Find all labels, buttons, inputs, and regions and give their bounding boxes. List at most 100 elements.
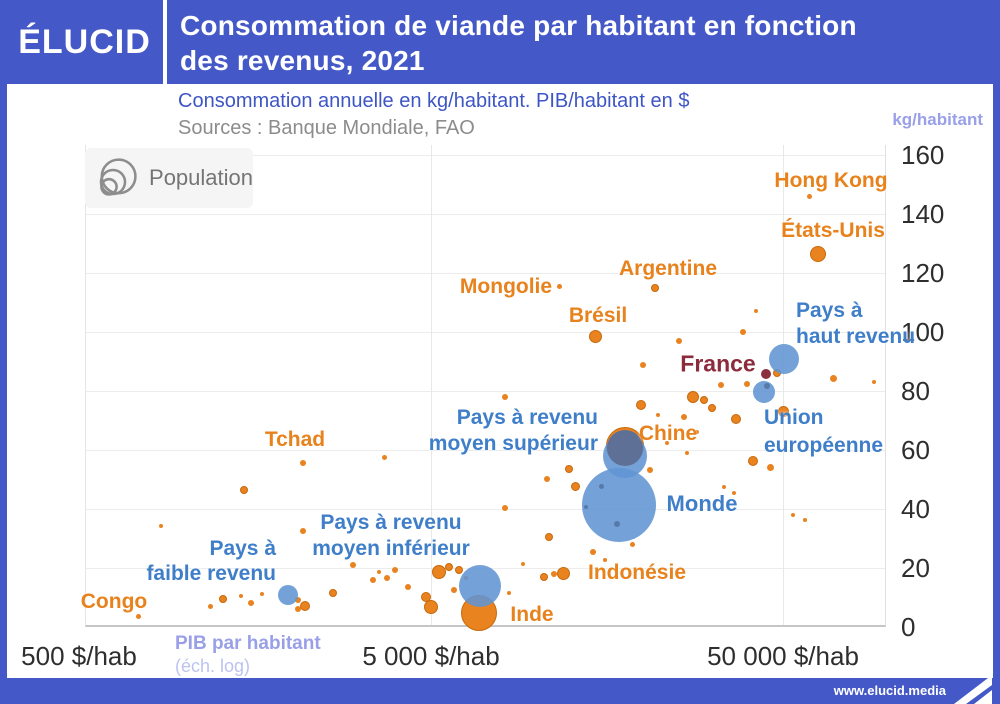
country-dot	[743, 380, 750, 387]
dot-tchad	[299, 459, 306, 466]
gridline-y-140	[86, 214, 885, 215]
country-dot	[753, 309, 758, 314]
country-dot	[384, 575, 391, 582]
label-argentine: Argentine	[618, 257, 718, 280]
y-tick-label: 140	[901, 199, 945, 229]
label-haut-revenu: haut revenu	[796, 325, 916, 348]
brand-box: ÉLUCID	[6, 0, 163, 84]
gridline-x-50000	[783, 145, 784, 625]
page-title: Consommation de viande par habitant en f…	[180, 8, 857, 78]
label-pays-: Pays à	[796, 299, 863, 322]
country-dot	[767, 464, 775, 472]
country-dot	[544, 475, 551, 482]
country-dot	[424, 599, 438, 614]
country-dot	[564, 464, 573, 473]
y-tick-label: 80	[901, 376, 930, 406]
label-union: Union	[764, 406, 824, 429]
country-dot	[748, 455, 759, 466]
country-dot	[540, 573, 549, 582]
country-dot	[501, 393, 508, 400]
country-dot	[803, 517, 808, 522]
bubble-pays-revenu-moyen-inf-rieur	[459, 564, 502, 607]
dot-mongolie	[557, 284, 563, 290]
country-dot	[636, 399, 647, 410]
country-dot	[639, 362, 646, 369]
label-congo: Congo	[80, 590, 148, 613]
plot-area: 160 140 120 100 80 60 40 20 0 500 $/hab 5 000 $/ha…	[21, 140, 944, 671]
country-dot	[731, 491, 736, 496]
y-tick-label: 60	[901, 435, 930, 465]
label-pays-revenu: Pays à revenu	[456, 406, 598, 429]
elucid-flag-icon	[954, 675, 992, 704]
label-moyen-inf-rieur: moyen inférieur	[312, 537, 470, 560]
dot-indon-sie	[557, 567, 571, 581]
overlap-dot	[763, 382, 770, 389]
country-dot	[589, 549, 596, 556]
country-dot	[238, 594, 243, 599]
country-dot	[294, 596, 301, 603]
bubble-monde	[581, 467, 656, 542]
y-tick-label: 0	[901, 612, 916, 642]
country-dot	[239, 486, 248, 495]
country-dot	[350, 562, 357, 569]
country-dot	[676, 338, 683, 345]
country-dot	[159, 524, 163, 529]
country-dot	[778, 405, 790, 417]
country-dot	[392, 567, 399, 574]
x-axis-scale-note: (éch. log)	[175, 656, 251, 676]
country-dot	[432, 565, 447, 580]
title-line-1: Consommation de viande par habitant en f…	[180, 10, 857, 41]
country-dot	[369, 577, 376, 584]
country-dot	[455, 566, 464, 575]
country-dot	[218, 594, 227, 603]
label-hong-kong: Hong Kong	[774, 169, 888, 192]
country-dot	[699, 395, 708, 404]
country-dot	[630, 542, 636, 548]
dot-br-sil	[589, 329, 603, 343]
label-br-sil: Brésil	[568, 304, 628, 327]
country-dot	[872, 379, 877, 384]
country-dot	[791, 512, 796, 517]
x-tick-label: 50 000 $/hab	[707, 641, 859, 671]
country-dot	[829, 375, 837, 383]
bubble-pays-haut-revenu	[768, 344, 799, 375]
y-tick-label: 160	[901, 140, 945, 170]
population-legend-label: Population	[149, 165, 253, 190]
gridline-x-5000	[431, 145, 432, 625]
overlap-dot	[584, 504, 589, 509]
brand-logo: ÉLUCID	[18, 22, 151, 61]
country-dot	[721, 484, 726, 489]
country-dot	[656, 412, 661, 417]
chart-panel: Consommation annuelle en kg/habitant. PI…	[7, 84, 993, 678]
country-dot	[681, 413, 688, 420]
header-divider	[163, 0, 167, 84]
label-faible-revenu: faible revenu	[146, 562, 276, 585]
label-monde: Monde	[666, 491, 738, 516]
country-dot	[501, 505, 508, 512]
population-legend: Population	[85, 148, 253, 208]
chart-subtitle: Consommation annuelle en kg/habitant. PI…	[178, 90, 690, 112]
country-dot	[551, 570, 558, 577]
y-axis-unit-label: kg/habitant	[892, 110, 983, 129]
site-url: www.elucid.media	[833, 683, 946, 698]
label--tats-unis: États-Unis	[781, 219, 885, 242]
chart-sources: Sources : Banque Mondiale, FAO	[178, 117, 475, 139]
country-dot	[686, 390, 699, 403]
dot-argentine	[650, 284, 659, 293]
label-tchad: Tchad	[264, 428, 326, 451]
bubble-pays-faible-revenu	[277, 585, 298, 606]
x-tick-label: 5 000 $/hab	[362, 641, 500, 671]
population-bubbles-icon	[99, 158, 137, 196]
country-dot	[300, 601, 311, 612]
country-dot	[377, 570, 382, 575]
country-dot	[646, 467, 653, 474]
country-dot	[329, 589, 338, 598]
gridline-y-100	[86, 332, 885, 333]
label-moyen-sup-rieur: moyen supérieur	[428, 432, 598, 455]
label-chine: Chine	[638, 422, 698, 445]
x-tick-label: 500 $/hab	[21, 641, 137, 671]
label-france: France	[680, 350, 756, 377]
overlap-dot	[614, 521, 621, 528]
country-dot	[717, 382, 724, 389]
